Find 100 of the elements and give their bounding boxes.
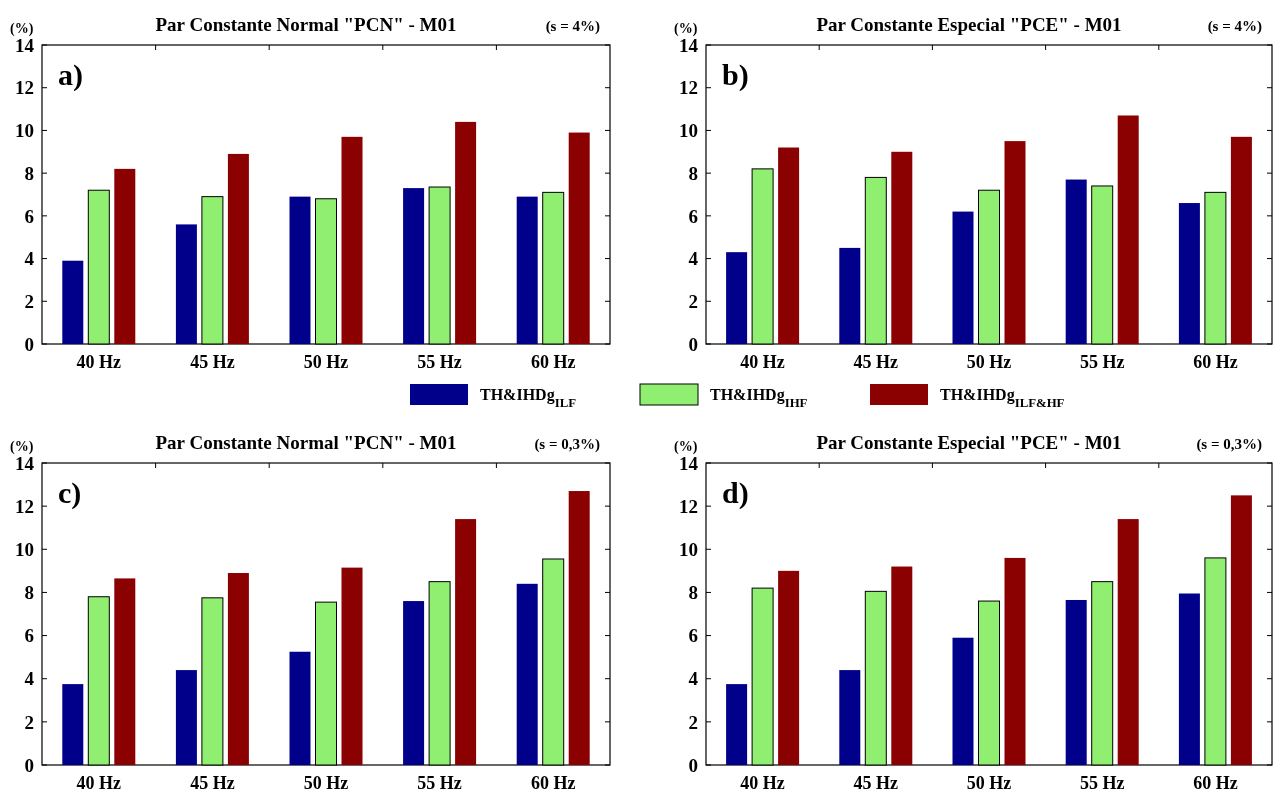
x-tick-label: 60 Hz <box>530 352 576 372</box>
bar <box>726 252 748 344</box>
bar <box>289 651 311 765</box>
x-tick-label: 45 Hz <box>853 773 899 791</box>
chart-subtitle: (s = 0,3%) <box>1196 436 1262 453</box>
x-tick-label: 55 Hz <box>1079 352 1125 372</box>
y-tick-label: 12 <box>15 77 34 99</box>
y-axis-title: (%) <box>10 439 34 455</box>
bar <box>1230 495 1252 765</box>
bar <box>891 151 913 344</box>
y-tick-label: 2 <box>24 290 34 312</box>
bar <box>62 260 84 344</box>
y-tick-label: 8 <box>24 162 34 184</box>
x-tick-label: 50 Hz <box>966 352 1012 372</box>
y-tick-label: 10 <box>679 120 698 142</box>
y-axis-title: (%) <box>674 21 698 37</box>
y-tick-label: 8 <box>688 162 698 184</box>
y-tick-label: 8 <box>24 582 34 604</box>
x-tick-label: 50 Hz <box>303 352 349 372</box>
chart-subtitle: (s = 4%) <box>1207 18 1262 35</box>
bar <box>516 583 538 765</box>
x-tick-label: 40 Hz <box>740 773 785 791</box>
bar <box>952 211 974 344</box>
bar <box>839 670 861 765</box>
bar <box>175 224 197 344</box>
legend-label: TH&IHDg$_{ILF&HF}$ <box>940 386 1065 410</box>
x-tick-label: 60 Hz <box>1193 352 1238 372</box>
annotation: c) <box>58 476 82 510</box>
x-tick-label: 45 Hz <box>853 352 899 372</box>
y-tick-label: 2 <box>24 711 34 733</box>
bar <box>568 491 590 765</box>
x-tick-label: 60 Hz <box>530 773 576 791</box>
y-tick-label: 0 <box>688 754 698 776</box>
y-tick-label: 0 <box>688 333 698 355</box>
bar <box>568 132 590 344</box>
chart-title: Par Constante Especial "PCE" - M01 <box>816 432 1122 453</box>
x-tick-label: 55 Hz <box>417 773 462 791</box>
bar <box>403 188 425 344</box>
x-tick-label: 60 Hz <box>1193 773 1238 791</box>
y-tick-label: 4 <box>688 248 699 270</box>
chart-title: Par Constante Especial "PCE" - M01 <box>816 14 1122 35</box>
bar <box>952 637 974 765</box>
y-tick-label: 0 <box>24 754 34 776</box>
bar <box>1230 136 1252 344</box>
y-tick-label: 4 <box>688 668 699 690</box>
chart-title: Par Constante Normal "PCN" - M01 <box>155 14 457 35</box>
x-tick-label: 40 Hz <box>76 773 122 791</box>
x-tick-label: 40 Hz <box>76 352 122 372</box>
bar <box>227 573 249 765</box>
bar <box>175 670 197 765</box>
y-tick-label: 4 <box>24 248 35 270</box>
bar <box>227 153 249 344</box>
x-tick-label: 40 Hz <box>740 352 785 372</box>
bar <box>891 566 913 765</box>
bar <box>289 196 311 344</box>
chart-subtitle: (s = 4%) <box>545 18 600 35</box>
y-tick-label: 10 <box>15 120 34 142</box>
y-tick-label: 8 <box>688 582 698 604</box>
y-tick-label: 6 <box>24 205 34 227</box>
bar <box>1178 203 1200 344</box>
bar <box>62 684 84 765</box>
bar <box>839 247 861 344</box>
x-tick-label: 45 Hz <box>190 773 235 791</box>
y-tick-label: 6 <box>688 205 698 227</box>
bar <box>778 147 800 344</box>
bar <box>341 136 363 344</box>
x-tick-label: 55 Hz <box>417 352 462 372</box>
bar <box>455 519 477 765</box>
legend-label: TH&IHDg$_{IHF}$ <box>710 386 808 410</box>
y-axis-title: (%) <box>10 21 34 37</box>
bar <box>114 578 136 765</box>
annotation: a) <box>58 58 83 92</box>
bar <box>516 196 538 344</box>
bar <box>1004 141 1026 344</box>
bar <box>341 567 363 765</box>
bar <box>1178 593 1200 765</box>
annotation: b) <box>722 58 749 92</box>
bar <box>726 684 748 765</box>
y-tick-label: 2 <box>688 290 698 312</box>
bar <box>1117 519 1139 765</box>
bar <box>403 601 425 765</box>
y-tick-label: 10 <box>679 538 698 560</box>
y-tick-label: 12 <box>15 495 34 517</box>
x-tick-label: 55 Hz <box>1079 773 1125 791</box>
annotation: d) <box>722 476 749 510</box>
x-tick-label: 50 Hz <box>303 773 349 791</box>
y-tick-label: 2 <box>688 711 698 733</box>
legend-label: TH&IHDg$_{ILF}$ <box>480 386 577 410</box>
bar <box>778 570 800 765</box>
y-tick-label: 6 <box>688 625 698 647</box>
bar <box>1065 599 1087 765</box>
bar <box>455 121 477 344</box>
bar <box>114 168 136 344</box>
x-tick-label: 50 Hz <box>966 773 1012 791</box>
x-tick-label: 45 Hz <box>190 352 235 372</box>
chart-title: Par Constante Normal "PCN" - M01 <box>155 432 457 453</box>
y-tick-label: 0 <box>24 333 34 355</box>
y-tick-label: 12 <box>679 77 698 99</box>
y-axis-title: (%) <box>674 439 698 455</box>
y-tick-label: 10 <box>15 538 34 560</box>
